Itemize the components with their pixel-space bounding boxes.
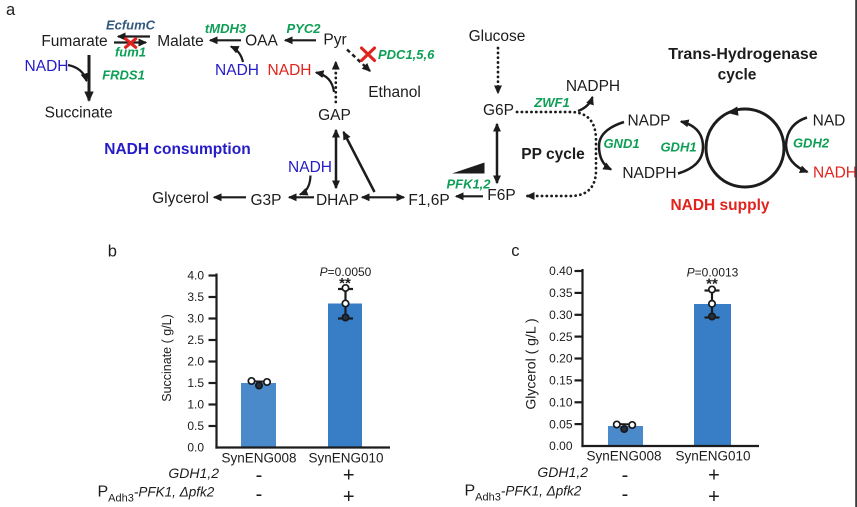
svg-text:0.0: 0.0: [187, 441, 204, 455]
svg-text:NADP: NADP: [627, 113, 670, 130]
svg-text:Ethanol: Ethanol: [368, 84, 421, 101]
svg-text:ZWF1: ZWF1: [533, 95, 569, 110]
svg-text:NADH: NADH: [268, 62, 312, 79]
svg-text:GDH1: GDH1: [660, 140, 696, 155]
svg-text:FRDS1: FRDS1: [102, 68, 145, 83]
svg-text:0.35: 0.35: [549, 286, 573, 300]
svg-text:**: **: [339, 275, 351, 292]
svg-text:0.20: 0.20: [549, 352, 573, 366]
svg-text:NADH: NADH: [25, 58, 69, 75]
svg-text:0.10: 0.10: [549, 396, 573, 410]
svg-text:**: **: [706, 276, 718, 293]
svg-text:NADH: NADH: [288, 159, 332, 176]
svg-text:GND1: GND1: [603, 136, 639, 151]
svg-text:NADH: NADH: [813, 165, 857, 182]
svg-text:0.30: 0.30: [549, 308, 573, 322]
svg-text:-: -: [256, 464, 263, 486]
svg-text:P=0.0013: P=0.0013: [687, 266, 739, 280]
svg-text:a: a: [6, 1, 16, 19]
svg-text:PDC1,5,6: PDC1,5,6: [378, 47, 435, 62]
svg-text:EcfumC: EcfumC: [106, 18, 156, 33]
svg-text:OAA: OAA: [245, 33, 278, 50]
svg-text:-: -: [622, 484, 629, 506]
svg-text:0.05: 0.05: [549, 417, 573, 431]
svg-text:NADH consumption: NADH consumption: [104, 141, 250, 158]
svg-text:0.5: 0.5: [187, 419, 204, 433]
svg-text:SynENG010: SynENG010: [675, 449, 750, 464]
svg-text:G6P: G6P: [483, 102, 514, 119]
svg-text:GDH1,2: GDH1,2: [537, 464, 588, 480]
svg-text:0.15: 0.15: [549, 374, 573, 388]
svg-text:0.25: 0.25: [549, 330, 573, 344]
svg-text:Glycerol: Glycerol: [152, 190, 209, 207]
svg-text:3.5: 3.5: [187, 290, 204, 304]
svg-text:b: b: [108, 243, 117, 261]
svg-text:GDH1,2: GDH1,2: [168, 465, 219, 481]
svg-text:F6P: F6P: [487, 187, 515, 204]
svg-text:PFK1,2: PFK1,2: [446, 177, 491, 192]
svg-text:+: +: [343, 486, 355, 507]
svg-text:cycle: cycle: [718, 67, 757, 84]
svg-text:fum1: fum1: [115, 45, 146, 60]
svg-text:SynENG008: SynENG008: [586, 449, 661, 464]
svg-text:P=0.0050: P=0.0050: [320, 265, 372, 279]
svg-text:tMDH3: tMDH3: [205, 21, 247, 36]
svg-text:NADH: NADH: [215, 62, 259, 79]
svg-text:NAD: NAD: [813, 113, 846, 130]
svg-text:Glucose: Glucose: [469, 28, 526, 45]
svg-text:SynENG008: SynENG008: [221, 450, 296, 465]
svg-text:0.40: 0.40: [549, 264, 573, 278]
svg-text:c: c: [511, 242, 519, 260]
svg-text:Succinate: Succinate: [45, 105, 113, 122]
svg-text:PYC2: PYC2: [287, 21, 322, 36]
svg-text:+: +: [708, 486, 720, 507]
svg-text:NADPH: NADPH: [566, 78, 620, 95]
svg-text:GAP: GAP: [318, 107, 351, 124]
svg-text:1.0: 1.0: [187, 398, 204, 412]
svg-text:4.0: 4.0: [187, 269, 204, 283]
svg-text:2.5: 2.5: [187, 333, 204, 347]
svg-text:-: -: [256, 484, 263, 506]
svg-text:NADPH: NADPH: [622, 165, 676, 182]
svg-text:PP cycle: PP cycle: [521, 146, 585, 163]
svg-text:Malate: Malate: [157, 33, 204, 50]
svg-text:NADH supply: NADH supply: [670, 197, 769, 214]
svg-text:0.00: 0.00: [549, 439, 573, 453]
svg-text:+: +: [708, 465, 720, 487]
svg-text:3.0: 3.0: [187, 312, 204, 326]
svg-text:Glycerol ( g/L ): Glycerol ( g/L ): [523, 318, 539, 409]
svg-text:Pyr: Pyr: [323, 32, 346, 49]
svg-text:1.5: 1.5: [187, 376, 204, 390]
svg-text:G3P: G3P: [250, 192, 281, 209]
svg-text:2.0: 2.0: [187, 355, 204, 369]
svg-text:Fumarate: Fumarate: [41, 33, 107, 50]
svg-text:Succinate ( g/L): Succinate ( g/L): [160, 314, 174, 402]
svg-text:DHAP: DHAP: [316, 192, 359, 209]
svg-text:GDH2: GDH2: [793, 136, 830, 151]
svg-text:+: +: [343, 465, 355, 487]
svg-text:Trans-Hydrogenase: Trans-Hydrogenase: [668, 46, 817, 63]
svg-text:F1,6P: F1,6P: [408, 192, 449, 209]
svg-text:SynENG010: SynENG010: [308, 450, 383, 465]
svg-text:-: -: [622, 464, 629, 486]
